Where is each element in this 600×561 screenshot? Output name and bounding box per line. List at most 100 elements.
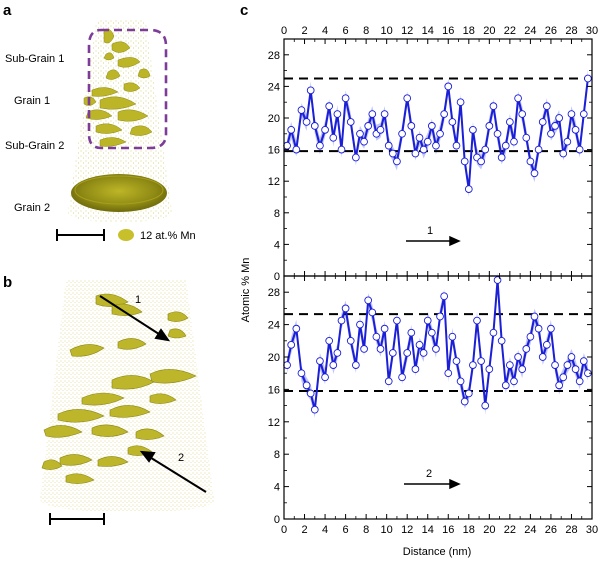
profile-1-data-point: [287, 126, 296, 134]
y-tick-label: 20: [268, 113, 280, 125]
y-tick-label: 28: [268, 50, 280, 62]
profile-1-data-point: [575, 145, 584, 154]
profile-2-data-point: [456, 377, 465, 386]
profile-2-data-point: [547, 324, 555, 333]
profile-1-data-point: [567, 110, 576, 118]
profile-1-data-point: [547, 129, 555, 138]
profile-2-data-point: [346, 336, 355, 345]
profile-2-series-line: [286, 279, 589, 410]
profile-2-data-point: [514, 353, 522, 361]
profile-1-data-point: [534, 145, 543, 154]
profile-2-data-point: [321, 373, 329, 382]
tip-volume-b: [40, 280, 214, 512]
profile-2-data-point: [380, 324, 389, 333]
x-tick-label: 14: [422, 524, 434, 536]
profile-2-data-point: [325, 336, 334, 345]
y-tick-label: 20: [268, 352, 280, 364]
y-tick-label: 28: [268, 287, 280, 299]
profile-2-data-point: [452, 357, 461, 365]
profile-1-data-point: [368, 110, 377, 118]
profile-2-data-point: [506, 361, 514, 369]
y-tick-label: 16: [268, 145, 280, 157]
profile-1-data-point: [393, 157, 401, 166]
panel-b: b 1: [3, 274, 214, 525]
profile-2-data-point: [337, 316, 346, 325]
profile-2-data-point: [384, 377, 393, 386]
grain-2-rim: [74, 175, 164, 205]
x-tick-label: 26: [545, 524, 557, 536]
profile-1-data-point: [493, 129, 502, 138]
profile-1-data-point: [522, 133, 531, 142]
scale-bar-a: [56, 229, 105, 241]
profile-2-data-point: [283, 361, 291, 369]
profile-1-data-point: [448, 118, 457, 126]
profile-2-data-point: [489, 328, 498, 337]
profile-2-data-point: [372, 332, 381, 341]
x-tick-label: 10: [381, 524, 393, 536]
profile-2-data-point: [356, 320, 364, 329]
profile-1-data-point: [356, 129, 364, 138]
profile-2-data-point: [302, 381, 311, 390]
profile-2-data-point: [551, 361, 559, 369]
y-tick-label: 8: [274, 449, 280, 461]
profile-2-data-point: [530, 312, 539, 321]
arrow-2: [139, 450, 207, 493]
x-tick-label: 2: [301, 524, 307, 536]
profile-1-data-point: [555, 114, 563, 122]
profile-1-data-point: [376, 126, 385, 134]
profile-1-data-point: [432, 141, 440, 150]
profile-1-data-point: [489, 102, 498, 111]
profile-1-data-point: [530, 169, 539, 178]
profile-2-data-point: [542, 341, 551, 349]
x-tick-label-top: 4: [322, 25, 328, 37]
profile-2-data-point: [481, 401, 490, 410]
profile-2-data-point: [571, 365, 580, 374]
profile-1-data-point: [325, 102, 334, 111]
profile-1-data-point: [297, 106, 306, 114]
profile-1-data-point: [559, 149, 568, 158]
y-tick-label: 8: [274, 208, 280, 220]
profile-1-data-point: [538, 118, 547, 126]
y-tick-label: 24: [268, 320, 280, 332]
profile-2-data-point: [393, 316, 401, 325]
profile-1-data-point: [563, 137, 572, 146]
profile-2-data-point: [567, 353, 576, 361]
profile-2-data-point: [306, 389, 315, 398]
profile-2-data-point: [473, 316, 481, 325]
profile-1-direction-arrow: [406, 235, 461, 247]
x-tick-label-top: 22: [504, 25, 516, 37]
profile-1-data-point: [584, 74, 592, 83]
profile-1-data-point: [337, 145, 346, 154]
profile-1-data-point: [316, 141, 324, 150]
profile-1-data-point: [460, 157, 469, 166]
profile-2-data-point: [411, 365, 420, 374]
y-axis-label: Atomic % Mn: [240, 258, 252, 323]
profile-2-data-point: [310, 405, 319, 414]
profile-2-data-point: [364, 296, 373, 305]
label-grain-1: Grain 1: [14, 95, 50, 107]
y-tick-label: 4: [274, 482, 280, 494]
profile-2-data-point: [575, 377, 584, 386]
profile-2-data-point: [297, 369, 306, 378]
y-tick-label: 0: [274, 514, 280, 526]
panel-c: c Atomic % Mn Distance (nm) 048121620242…: [240, 2, 598, 558]
scale-bar-b: [49, 513, 105, 525]
profile-1-data-point: [436, 129, 444, 138]
profile-1-data-point: [510, 137, 518, 146]
x-tick-label: 18: [463, 524, 475, 536]
profile-1-data-point: [388, 149, 397, 158]
profile-2-data-point: [518, 365, 527, 374]
profile-2-data-point: [448, 332, 457, 341]
profile-1-data-point: [497, 153, 506, 162]
y-tick-label: 4: [274, 239, 280, 251]
profile-2-data-point: [376, 345, 385, 353]
profile-2-data-point: [388, 349, 397, 357]
profile-1-data-point: [398, 129, 406, 138]
profile-2-data-point: [563, 361, 572, 369]
profile-1-data-point: [440, 110, 449, 118]
profile-1-data-point: [306, 86, 315, 95]
x-tick-label-top: 10: [381, 25, 393, 37]
arrow-2-label: 2: [178, 452, 184, 464]
